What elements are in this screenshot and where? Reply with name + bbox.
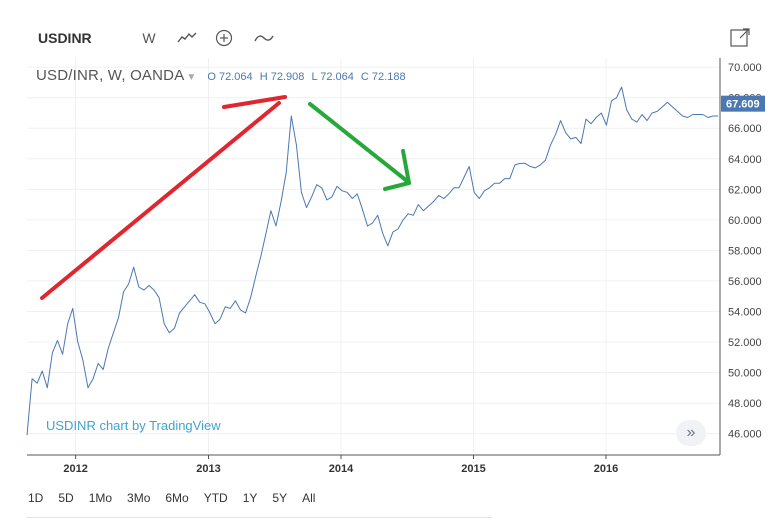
- x-tick-label: 2012: [63, 463, 87, 475]
- range-1d[interactable]: 1D: [28, 491, 44, 505]
- chart-axes: 46.000 48.000 50.000 52.000 54.000 56.000 58.0…: [27, 58, 762, 475]
- interval-button[interactable]: W: [142, 30, 156, 46]
- y-tick-label: 60.000: [728, 215, 762, 227]
- legend-open: O 72.064: [207, 71, 253, 83]
- y-tick-label: 64.000: [728, 154, 762, 166]
- legend-caret-icon[interactable]: ▼: [186, 72, 197, 83]
- y-tick-label: 50.000: [728, 368, 762, 380]
- green-arrow-head-lower: [383, 181, 411, 191]
- range-6mo[interactable]: 6Mo: [165, 491, 189, 505]
- range-5d[interactable]: 5D: [58, 491, 74, 505]
- scroll-to-realtime-icon[interactable]: »: [676, 420, 706, 446]
- range-all[interactable]: All: [302, 491, 316, 505]
- toolbar: USDINR W: [0, 0, 783, 58]
- y-tick-label: 56.000: [728, 276, 762, 288]
- legend-close: C 72.188: [360, 71, 406, 83]
- chart-grid: [27, 58, 720, 455]
- price-tag-label: 67.609: [726, 99, 760, 111]
- range-5y[interactable]: 5Y: [272, 491, 288, 505]
- add-indicator-icon[interactable]: [212, 26, 236, 50]
- fullscreen-icon[interactable]: [729, 27, 751, 49]
- red-arrow-shaft: [40, 101, 281, 300]
- chart-line-layer: [26, 86, 719, 436]
- y-tick-label: 70.000: [728, 62, 762, 74]
- compare-icon[interactable]: [252, 26, 276, 50]
- y-tick-label: 46.000: [728, 429, 762, 441]
- x-tick-label: 2013: [196, 463, 220, 475]
- legend-high: H 72.908: [259, 71, 305, 83]
- arrows-layer: [40, 95, 411, 300]
- symbol-label[interactable]: USDINR: [38, 30, 92, 46]
- y-tick-label: 54.000: [728, 306, 762, 318]
- bottom-divider: [26, 517, 492, 518]
- price-tag-bg: [721, 95, 765, 112]
- legend-pair[interactable]: USD/INR, W, OANDA: [36, 67, 185, 84]
- range-3mo[interactable]: 3Mo: [127, 491, 151, 505]
- x-tick-label: 2015: [461, 463, 485, 475]
- range-ytd[interactable]: YTD: [203, 491, 228, 505]
- red-arrow-head: [222, 95, 287, 109]
- y-tick-label: 58.000: [728, 245, 762, 257]
- y-tick-label: 48.000: [728, 398, 762, 410]
- line-style-icon[interactable]: [175, 26, 199, 50]
- y-tick-label: 62.000: [728, 184, 762, 196]
- range-1mo[interactable]: 1Mo: [88, 491, 113, 505]
- range-1y[interactable]: 1Y: [242, 491, 258, 505]
- series-line: [26, 86, 719, 436]
- price-tag-layer: 67.609: [721, 95, 765, 112]
- legend-low: L 72.064: [311, 71, 354, 83]
- y-tick-label: 66.000: [728, 123, 762, 135]
- green-arrow-head-upper: [401, 149, 411, 185]
- green-arrow-shaft: [308, 102, 409, 183]
- y-tick-label: 52.000: [728, 337, 762, 349]
- x-tick-label: 2014: [329, 463, 354, 475]
- legend: USD/INR, W, OANDA ▼ O 72.064 H 72.908 L 7…: [36, 67, 410, 84]
- range-selector: 1D 5D 1Mo 3Mo 6Mo YTD 1Y 5Y All: [28, 486, 330, 510]
- watermark[interactable]: USDINR chart by TradingView: [46, 418, 221, 433]
- x-tick-label: 2016: [594, 463, 618, 475]
